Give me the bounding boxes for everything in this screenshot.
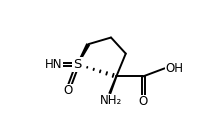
Text: O: O (138, 95, 148, 108)
Text: OH: OH (165, 62, 183, 75)
Text: O: O (64, 84, 73, 97)
Polygon shape (108, 76, 117, 94)
Text: NH₂: NH₂ (100, 94, 122, 107)
Text: S: S (73, 58, 82, 71)
Polygon shape (77, 43, 90, 65)
Text: HN: HN (45, 58, 63, 71)
